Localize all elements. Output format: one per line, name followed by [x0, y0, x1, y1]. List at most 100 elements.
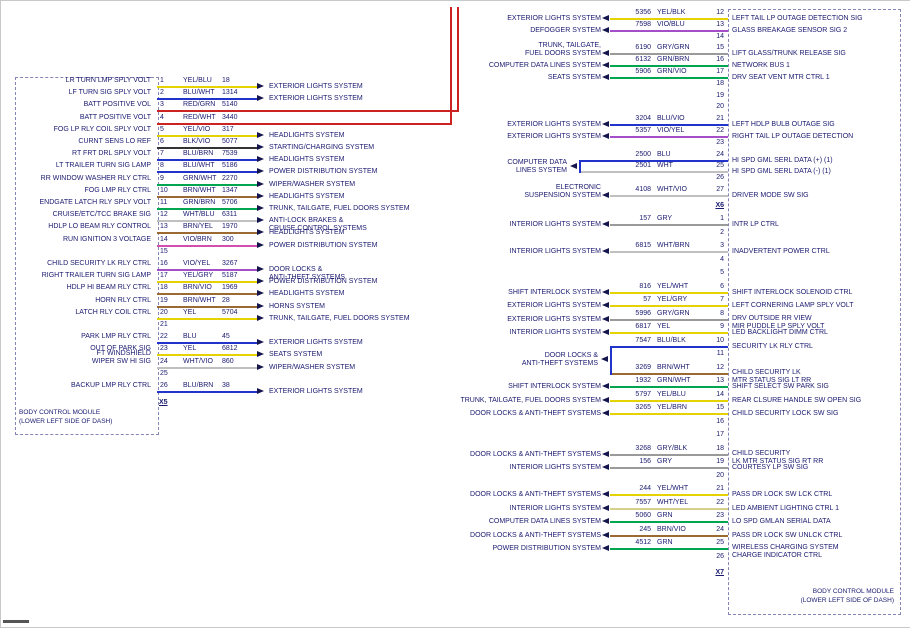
- pin-signal-label: PASS DR LOCK SW LCK CTRL: [732, 491, 833, 498]
- pin-number: 22: [716, 498, 724, 506]
- pin-signal-label: HDLP HI BEAM RLY CTRL: [66, 284, 151, 292]
- wire-color-code: YEL/BLK: [657, 9, 686, 16]
- circuit-number: 2270: [222, 174, 238, 182]
- arrow-right-icon: [257, 314, 264, 321]
- pin-signal-label: HI SPD GML SERL DATA (-) (1): [732, 168, 831, 176]
- circuit-number: 860: [222, 357, 234, 365]
- wire-color-code: BLK/VIO: [183, 138, 211, 145]
- pin-signal-label: MTR STATUS SIG LT RR: [732, 376, 812, 384]
- wire-color-code: WHT/BLU: [183, 211, 215, 219]
- wire-color-code: VIO/YEL: [657, 127, 685, 134]
- pin-signal-label: LT TRAILER TURN SIG LAMP: [55, 162, 151, 170]
- wire: [157, 366, 257, 369]
- pin-number: 17: [160, 272, 168, 280]
- circuit-number: 5187: [222, 272, 238, 280]
- pin-number: 13: [716, 377, 724, 384]
- pin-number: 13: [716, 20, 724, 28]
- destination-system-label: POWER DISTRIBUTION SYSTEM: [269, 241, 378, 249]
- pin-number: 14: [716, 32, 724, 40]
- wire-color-code: RED/GRN: [183, 101, 216, 109]
- pin-number: 16: [716, 56, 724, 64]
- pin-signal-label: WIPER SW HI SIG: [91, 357, 151, 365]
- wire-color-code: YEL: [183, 345, 197, 353]
- arrow-right-icon: [257, 266, 264, 272]
- pin-number: 17: [716, 431, 724, 438]
- wire: [157, 159, 257, 162]
- source-system-label: DEFOGGER SYSTEM: [530, 26, 601, 34]
- wire-color-code: BRN/VIO: [183, 284, 212, 292]
- pin-number: 6: [160, 138, 164, 145]
- circuit-number: 57: [643, 296, 651, 303]
- wire-joint: [579, 159, 581, 174]
- wire-color-code: BRN/WHT: [183, 296, 216, 304]
- pin-number: 12: [716, 363, 724, 371]
- pin-signal-label: NETWORK BUS 1: [732, 62, 790, 70]
- wire-color-code: BRN/VIO: [657, 525, 686, 533]
- wire: [157, 317, 257, 320]
- circuit-number: 317: [222, 125, 234, 133]
- arrow-right-icon: [257, 302, 264, 309]
- arrow-right-icon: [257, 168, 264, 175]
- wire-color-code: RED/WHT: [183, 113, 216, 121]
- destination-system-label: ANTI-THEFT SYSTEMS: [269, 274, 346, 281]
- pin-number: 6: [720, 282, 724, 290]
- destination-system-label: STARTING/CHARGING SYSTEM: [269, 144, 375, 151]
- pin-number: 20: [716, 471, 724, 479]
- source-system-label: SHIFT INTERLOCK SYSTEM: [508, 288, 601, 296]
- arrow-right-icon: [257, 95, 264, 102]
- source-system-label: POWER DISTRIBUTION SYSTEM: [492, 545, 601, 552]
- pin-signal-label: MIR PUDDLE LP SPLY VOLT: [732, 322, 825, 330]
- wire: [610, 291, 728, 294]
- pin-signal-label: HORN RLY CTRL: [95, 296, 151, 304]
- wire: [610, 521, 728, 523]
- pin-number: 26: [716, 552, 724, 560]
- wire: [610, 77, 728, 79]
- pin-signal-label: SHIFT SELECT SW PARK SIG: [732, 383, 829, 390]
- left-connector-label: X5: [159, 399, 168, 406]
- circuit-number: 2501: [635, 162, 651, 170]
- source-system-label: INTERIOR LIGHTS SYSTEM: [509, 248, 601, 255]
- arrow-left-icon: [602, 192, 609, 198]
- circuit-number: 5356: [635, 9, 651, 16]
- wire: [610, 195, 728, 197]
- wire: [610, 494, 728, 496]
- wire-color-code: BLU: [657, 150, 671, 158]
- circuit-number: 7557: [635, 498, 651, 506]
- pin-signal-label: FOG LP RLY COIL SPLY VOLT: [53, 125, 151, 133]
- wire-color-code: GRN: [657, 539, 673, 546]
- circuit-number: 244: [639, 485, 651, 492]
- pin-number: 16: [716, 417, 724, 425]
- arrow-left-icon: [602, 248, 609, 254]
- wire: [157, 281, 257, 284]
- source-system-label: INTERIOR LIGHTS SYSTEM: [509, 504, 601, 512]
- circuit-number: 156: [639, 458, 651, 465]
- wire: [610, 124, 728, 127]
- wire: [610, 29, 728, 32]
- pin-signal-label: CRUISE/ETC/TCC BRAKE SIG: [52, 211, 151, 219]
- pin-signal-label: INTR LP CTRL: [732, 221, 779, 228]
- arrow-right-icon: [257, 144, 264, 150]
- source-system-label: TRUNK, TAILGATE,: [538, 42, 601, 50]
- destination-system-label: WIPER/WASHER SYSTEM: [269, 180, 356, 188]
- arrow-left-icon: [602, 121, 609, 128]
- destination-system-label: CRUISE CONTROL SYSTEMS: [269, 225, 367, 233]
- wire-color-code: BLU/BRN: [183, 150, 214, 158]
- source-system-label: DOOR LOCKS & ANTI-THEFT SYSTEMS: [470, 531, 601, 539]
- arrow-left-icon: [602, 504, 609, 511]
- wire: [157, 269, 257, 271]
- wire-color-code: GRN/WHT: [657, 377, 691, 384]
- circuit-number: 7547: [635, 336, 651, 344]
- wire: [610, 305, 728, 307]
- pin-signal-label: LK MTR STATUS SIG RT RR: [732, 457, 824, 465]
- circuit-number: 6815: [635, 242, 651, 249]
- arrow-right-icon: [257, 180, 264, 187]
- pin-number: 10: [716, 336, 724, 344]
- pin-number: 24: [716, 525, 724, 533]
- arrow-right-icon: [257, 278, 264, 285]
- pin-number: 19: [716, 91, 724, 99]
- wire-color-code: VIO/BLU: [657, 20, 685, 28]
- pin-signal-label: LED BACKLIGHT DIMM CTRL: [732, 329, 828, 336]
- wire: [610, 386, 728, 388]
- circuit-number: 7598: [635, 20, 651, 28]
- circuit-number: 5704: [222, 308, 238, 316]
